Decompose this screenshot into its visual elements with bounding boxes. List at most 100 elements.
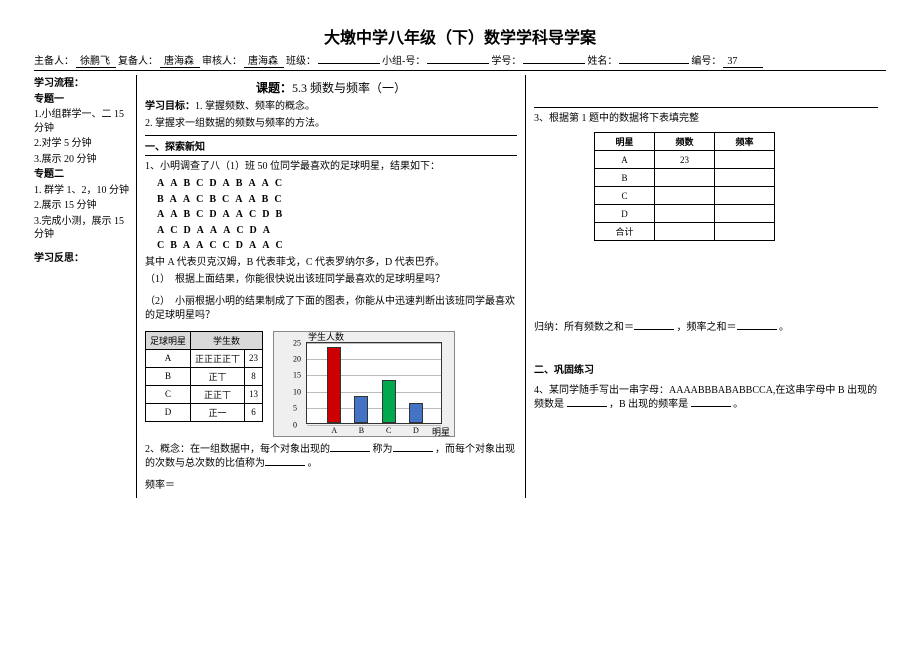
freq-c-rate [715, 187, 775, 205]
meta-header: 主备人： 徐鹏飞 复备人： 唐海森 审核人： 唐海森 班级： 小组-号： 学号：… [34, 52, 886, 68]
ytick: 25 [293, 338, 301, 347]
freq-d-freq [655, 205, 715, 223]
class-blank [318, 63, 380, 64]
topic2-step2: 2.展示 15 分钟 [34, 199, 134, 213]
worksheet-page: 大墩中学八年级（下）数学学科导学案 主备人： 徐鹏飞 复备人： 唐海森 审核人：… [0, 0, 920, 522]
chart-xlabel: 明星 [432, 425, 450, 438]
summary-r: 。 [779, 322, 789, 333]
tally-d-count: 6 [245, 403, 263, 421]
page-title: 大墩中学八年级（下）数学学科导学案 [34, 24, 886, 48]
cohost-label: 复备人： [118, 52, 158, 67]
q4c: 。 [733, 399, 743, 410]
topic1-step3: 3.展示 20 分钟 [34, 153, 134, 167]
freq-a-freq: 23 [655, 151, 715, 169]
tally-a-star: A [146, 349, 191, 367]
freq-total-star: 合计 [595, 223, 655, 241]
ytick: 15 [293, 371, 301, 380]
section2-heading: 二、巩固练习 [534, 361, 878, 376]
bar [327, 347, 341, 422]
right-column: 3、根据第 1 题中的数据将下表填完整 明星 频数 频率 A 23 B [526, 75, 886, 498]
freq-b-star: B [595, 169, 655, 187]
blank-q4-1 [567, 406, 607, 407]
q1-note: 其中 A 代表贝克汉姆，B 代表菲戈，C 代表罗纳尔多，D 代表巴乔。 [145, 256, 517, 270]
divider [34, 70, 886, 71]
topic-text: 5.3 频数与频率（一） [292, 81, 406, 95]
blank-s2 [737, 329, 777, 330]
ytick: 20 [293, 354, 301, 363]
xtick: A [331, 426, 337, 435]
obj2: 2. 掌握求一组数据的频数与频率的方法。 [145, 117, 517, 131]
sid-label: 学号： [491, 52, 521, 67]
freq-d-rate [715, 205, 775, 223]
letter-row-2: AABCDAACDB [157, 208, 517, 222]
name-label: 姓名： [587, 52, 617, 67]
freq-c-freq [655, 187, 715, 205]
bar [409, 403, 423, 423]
topic2-step1: 1. 群学 1、2，10 分钟 [34, 184, 134, 198]
ytick: 5 [293, 404, 301, 413]
tally-row-d: D 正一 6 [146, 403, 263, 421]
freq-row-b: B [595, 169, 775, 187]
freq-total-rate [715, 223, 775, 241]
tally-a-count: 23 [245, 349, 263, 367]
letter-row-0: AABCDABAAC [157, 177, 517, 191]
freq-header-row: 明星 频数 频率 [595, 133, 775, 151]
chart-plot-area: 0510152025ABCD [306, 342, 442, 424]
tally-c-marks: 正正丅 [191, 385, 245, 403]
q4b: ，B 出现的频率是 [609, 399, 688, 410]
concept-4: 。 [308, 458, 318, 469]
tally-table: 足球明星 学生数 A 正正正正丅 23 B 正丅 8 C [145, 331, 263, 422]
body-columns: 学习流程： 专题一 1.小组群学一、二 15 分钟 2.对学 5 分钟 3.展示… [34, 75, 886, 498]
middle-column: 课题：5.3 频数与频率（一） 学习目标：1. 掌握频数、频率的概念。 2. 掌… [136, 75, 526, 498]
summary-m: ，频率之和＝ [677, 322, 737, 333]
topic2-heading: 专题二 [34, 168, 134, 182]
tally-h0: 足球明星 [146, 331, 191, 349]
reviewer-value: 唐海森 [244, 52, 284, 68]
obj-label: 学习目标： [145, 101, 195, 112]
tally-d-marks: 正一 [191, 403, 245, 421]
bar [354, 396, 368, 422]
concept-line: 2、概念：在一组数据中，每个对象出现的 称为 ，而每个对象出现的次数与总次数的比… [145, 443, 517, 471]
tally-b-star: B [146, 367, 191, 385]
freq-c-star: C [595, 187, 655, 205]
blank-s1 [634, 329, 674, 330]
xtick: C [386, 426, 391, 435]
tally-c-count: 13 [245, 385, 263, 403]
tally-b-marks: 正丅 [191, 367, 245, 385]
topic1-step1: 1.小组群学一、二 15 分钟 [34, 108, 134, 135]
tally-row-a: A 正正正正丅 23 [146, 349, 263, 367]
letter-row-3: ACDAAACDA [157, 224, 517, 238]
sid-blank [523, 63, 585, 64]
q1-intro: 1、小明调查了八（1）班 50 位同学最喜欢的足球明星，结果如下： [145, 160, 517, 174]
flow-heading: 学习流程： [34, 77, 134, 91]
freq-h1: 频数 [655, 133, 715, 151]
host-value: 徐鹏飞 [76, 52, 116, 68]
freq-table: 明星 频数 频率 A 23 B C [594, 132, 775, 241]
bar-chart: 学生人数 0510152025ABCD 明星 [273, 331, 455, 437]
ytick: 0 [293, 420, 301, 429]
q1-sub2: （2） 小丽根据小明的结果制成了下面的图表，你能从中迅速判断出该班同学最喜欢的足… [145, 295, 517, 323]
q3-text: 3、根据第 1 题中的数据将下表填完整 [534, 107, 878, 126]
letter-row-1: BAACBCAABC [157, 193, 517, 207]
tally-row-c: C 正正丅 13 [146, 385, 263, 403]
reflect-heading: 学习反思： [34, 252, 134, 266]
topic-prefix: 课题： [256, 81, 292, 95]
freq-formula: 频率＝ [145, 479, 517, 493]
freq-total-freq [655, 223, 715, 241]
left-column: 学习流程： 专题一 1.小组群学一、二 15 分钟 2.对学 5 分钟 3.展示… [34, 75, 136, 498]
xtick: D [413, 426, 419, 435]
topic1-step2: 2.对学 5 分钟 [34, 137, 134, 151]
group-label: 小组-号： [382, 52, 425, 67]
letter-row-4: CBAACCDAAC [157, 239, 517, 253]
tally-h1: 学生数 [191, 331, 263, 349]
freq-b-rate [715, 169, 775, 187]
ytick: 10 [293, 387, 301, 396]
tally-d-star: D [146, 403, 191, 421]
freq-h2: 频率 [715, 133, 775, 151]
cohost-value: 唐海森 [160, 52, 200, 68]
reviewer-label: 审核人： [202, 52, 242, 67]
topic1-heading: 专题一 [34, 93, 134, 107]
freq-h0: 明星 [595, 133, 655, 151]
bar [382, 380, 396, 423]
freq-row-a: A 23 [595, 151, 775, 169]
